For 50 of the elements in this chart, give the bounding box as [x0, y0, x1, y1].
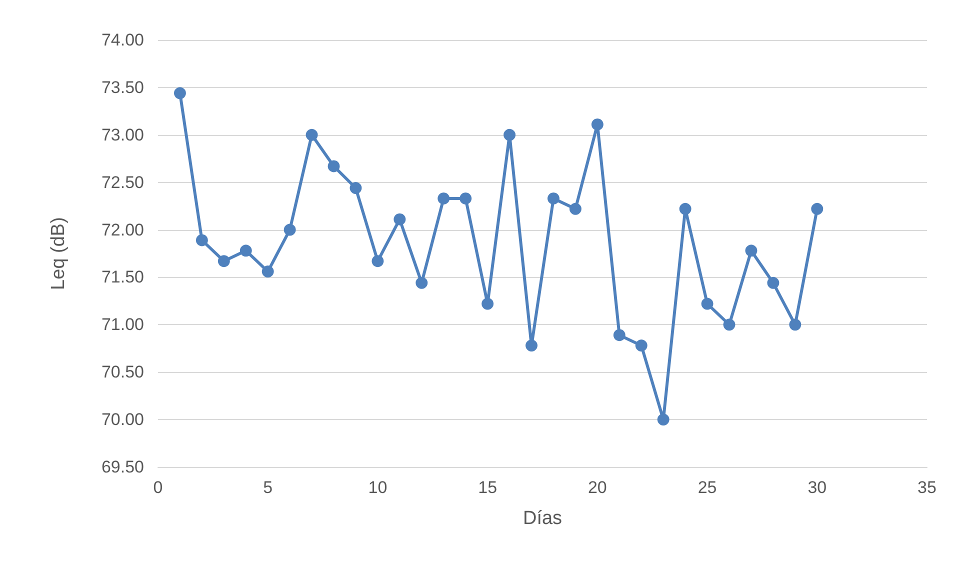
- point: [438, 192, 450, 204]
- point: [504, 128, 516, 141]
- x-tick-label: 0: [153, 478, 163, 497]
- point: [460, 192, 472, 204]
- point: [526, 340, 538, 352]
- point: [789, 318, 802, 331]
- x-tick-label: 15: [478, 478, 498, 497]
- y-tick-label: 72.50: [101, 172, 144, 192]
- y-axis-title: Leq (dB): [48, 217, 69, 290]
- x-tick-label: 30: [808, 478, 827, 497]
- y-tick-label: 69.50: [101, 458, 144, 476]
- y-tick-label: 72.00: [101, 220, 144, 240]
- point: [767, 276, 780, 289]
- point: [679, 202, 692, 215]
- point: [635, 340, 648, 352]
- x-tick-label: 10: [368, 478, 388, 497]
- point: [723, 318, 736, 331]
- point: [174, 87, 186, 100]
- point: [240, 244, 252, 257]
- point: [591, 118, 604, 130]
- y-tick-label: 71.50: [101, 268, 144, 287]
- point: [394, 213, 406, 226]
- point: [548, 192, 560, 204]
- y-tick-label: 74.00: [101, 30, 144, 50]
- y-tick-label: 70.50: [101, 362, 144, 382]
- y-tick-label: 73.50: [101, 78, 144, 97]
- point: [306, 128, 318, 141]
- point: [416, 276, 428, 289]
- point: [569, 202, 582, 215]
- point: [745, 244, 758, 257]
- point: [284, 224, 296, 236]
- y-tick-label: 70.00: [101, 410, 144, 430]
- point: [218, 255, 230, 268]
- y-tick-label: 71.00: [101, 315, 144, 334]
- point: [701, 298, 714, 310]
- point: [372, 255, 384, 268]
- point: [328, 160, 340, 172]
- x-axis-title: Días: [522, 508, 562, 529]
- point: [482, 298, 494, 310]
- point: [657, 414, 670, 426]
- x-tick-label: 5: [263, 478, 273, 497]
- point: [196, 234, 208, 246]
- x-tick-label: 25: [698, 478, 717, 497]
- point: [811, 202, 824, 215]
- x-tick-label: 35: [918, 478, 936, 497]
- x-tick-label: 20: [588, 478, 607, 497]
- point: [262, 266, 274, 278]
- y-tick-label: 73.00: [101, 125, 144, 144]
- point: [613, 329, 626, 342]
- point: [350, 182, 362, 194]
